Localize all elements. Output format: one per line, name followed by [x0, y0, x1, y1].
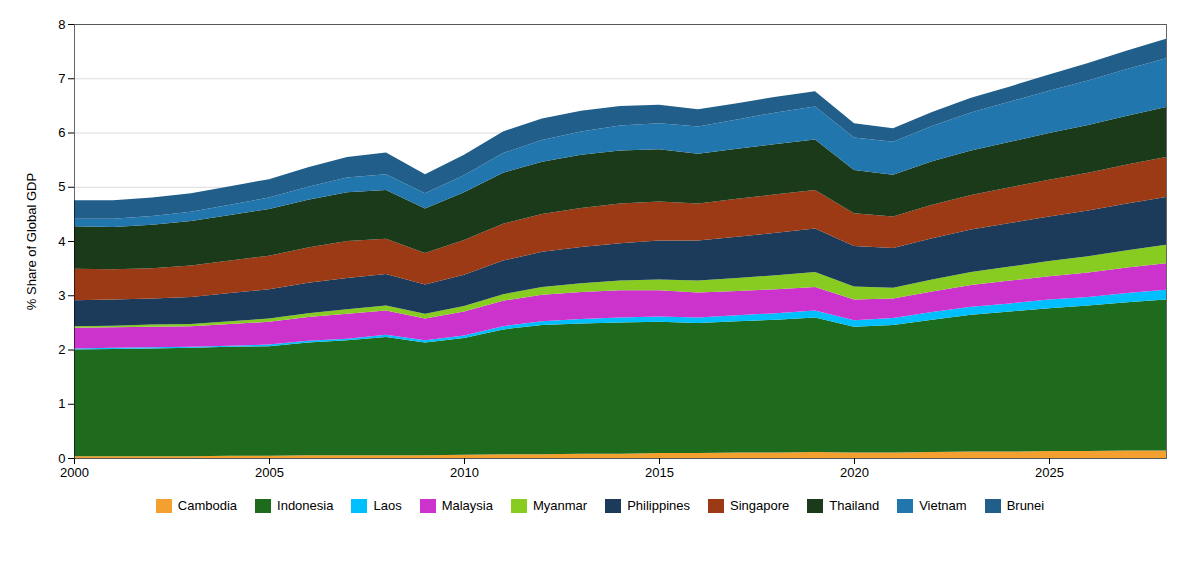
svg-text:6: 6 [58, 125, 65, 140]
html-text:Cambodia: Cambodia [177, 498, 237, 513]
svg-text:2015: 2015 [645, 465, 674, 480]
svg-text:8: 8 [58, 17, 65, 32]
svg-text:4: 4 [58, 234, 65, 249]
svg-text:3: 3 [58, 288, 65, 303]
html-text:Thailand: Thailand [829, 498, 880, 513]
svg-text:5: 5 [58, 179, 65, 194]
html-text:Brunei: Brunei [1006, 498, 1045, 513]
svg-text:2005: 2005 [255, 465, 284, 480]
svg-text:% Share of Global GDP: % Share of Global GDP [24, 173, 39, 310]
html-text:Singapore: Singapore [730, 498, 790, 513]
html-text:Vietnam: Vietnam [919, 498, 967, 513]
html-text:Myanmar: Myanmar [532, 498, 588, 513]
svg-text:2020: 2020 [840, 465, 869, 480]
html-text:Indonesia: Indonesia [277, 498, 334, 513]
html-text:Laos: Laos [373, 498, 402, 513]
html-text:Philippines: Philippines [627, 498, 690, 513]
svg-text:1: 1 [58, 396, 65, 411]
svg-text:2: 2 [58, 342, 65, 357]
svg-text:7: 7 [58, 71, 65, 86]
svg-text:2010: 2010 [450, 465, 479, 480]
svg-text:2025: 2025 [1035, 465, 1064, 480]
svg-text:2000: 2000 [60, 465, 89, 480]
svg-text:0: 0 [58, 451, 65, 466]
html-text:Malaysia: Malaysia [441, 498, 493, 513]
